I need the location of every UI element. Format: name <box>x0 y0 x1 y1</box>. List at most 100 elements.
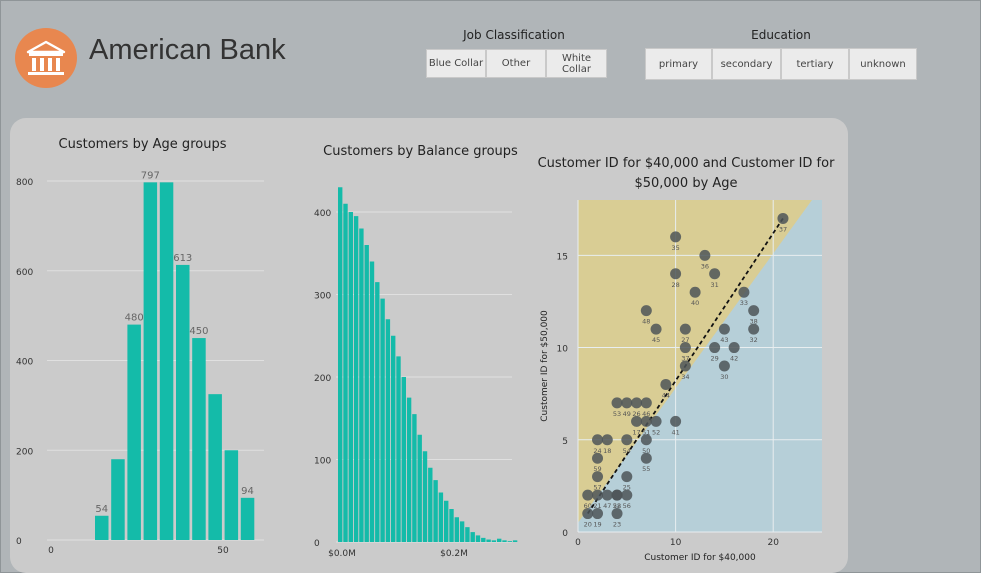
scatter-point <box>640 415 652 427</box>
balance-bar <box>454 517 459 542</box>
balance-chart-title: Customers by Balance groups <box>323 144 518 159</box>
scatter-point <box>601 489 613 501</box>
point-label: 32 <box>750 336 758 344</box>
point-label: 18 <box>603 447 611 455</box>
point-label: 41 <box>671 428 679 436</box>
scatter-chart-title: Customer ID for $40,000 and Customer ID … <box>537 156 835 191</box>
point-label: 40 <box>691 299 699 307</box>
point-label: 43 <box>720 336 728 344</box>
scatter-point <box>777 212 789 224</box>
y-tick-label: 5 <box>562 437 568 447</box>
point-label: 42 <box>730 355 738 363</box>
scatter-point <box>709 268 721 280</box>
point-label: 31 <box>710 281 718 289</box>
point-label: 48 <box>642 318 650 326</box>
balance-bar <box>459 521 465 542</box>
age-bar <box>159 182 174 540</box>
point-label: 44 <box>662 391 670 399</box>
job-option-blue-collar[interactable]: Blue Collar <box>426 49 486 78</box>
point-label: 56 <box>623 502 631 510</box>
balance-bar <box>401 377 406 542</box>
point-label: 37 <box>779 225 787 233</box>
point-label: 19 <box>593 521 601 529</box>
balance-bar <box>343 203 348 542</box>
scatter-point <box>592 434 604 446</box>
scatter-point <box>621 397 633 409</box>
bank-building-icon <box>15 28 77 88</box>
age-bar <box>127 324 141 540</box>
balance-bar <box>396 356 401 542</box>
scatter-point <box>640 434 652 446</box>
point-label: 52 <box>652 428 660 436</box>
point-label: 33 <box>740 299 748 307</box>
scatter-point <box>621 471 633 483</box>
education-option-secondary[interactable]: secondary <box>712 48 781 80</box>
point-label: 17 <box>632 428 640 436</box>
scatter-point <box>718 360 730 372</box>
scatter-point <box>738 286 750 298</box>
point-label: 26 <box>632 410 640 418</box>
bar-data-label: 54 <box>95 504 108 515</box>
point-label: 50 <box>642 447 650 455</box>
point-label: 35 <box>671 244 679 252</box>
scatter-point <box>592 489 604 501</box>
scatter-point <box>592 471 604 483</box>
point-label: 25 <box>623 484 631 492</box>
scatter-point <box>621 489 633 501</box>
age-bar <box>192 338 206 540</box>
job-option-other[interactable]: Other <box>486 49 546 78</box>
scatter-point <box>679 323 691 335</box>
x-tick-label: $0.2M <box>440 549 468 559</box>
age-bar <box>143 182 158 540</box>
y-tick-label: 200 <box>16 447 33 457</box>
education-option-tertiary[interactable]: tertiary <box>781 48 849 80</box>
balance-bar <box>359 228 364 542</box>
bar-data-label: 94 <box>241 486 254 497</box>
y-tick-label: 300 <box>314 292 331 302</box>
y-tick-label: 10 <box>557 345 569 355</box>
balance-bar <box>481 537 486 542</box>
balance-bar <box>470 532 475 542</box>
education-option-primary[interactable]: primary <box>645 48 712 80</box>
balance-bar <box>428 467 433 542</box>
point-label: 34 <box>681 373 689 381</box>
balance-bar <box>486 539 491 542</box>
point-label: 55 <box>642 465 650 473</box>
balance-bar <box>380 298 385 542</box>
age-bar <box>208 394 222 540</box>
bar-data-label: 797 <box>141 170 160 181</box>
balance-bar <box>391 335 396 542</box>
scatter-point <box>718 323 730 335</box>
balance-bar <box>449 509 454 542</box>
x-axis-title: Customer ID for $40,000 <box>644 553 756 563</box>
balance-bar <box>438 492 444 542</box>
scatter-point <box>640 397 652 409</box>
scatter-point <box>640 452 652 464</box>
point-label: 54 <box>623 447 631 455</box>
y-tick-label: 600 <box>16 268 33 278</box>
balance-bar <box>385 319 391 542</box>
point-label: 29 <box>710 355 718 363</box>
scatter-point <box>631 397 643 409</box>
balance-chart: 0 100 200 300 400 $0.0M $0.2M <box>314 187 518 559</box>
point-label: 57 <box>593 484 601 492</box>
bar-data-label: 480 <box>125 313 144 324</box>
y-tick-label: 800 <box>16 178 33 188</box>
age-bar <box>111 459 125 540</box>
scatter-point <box>582 508 594 520</box>
balance-bar <box>465 527 470 542</box>
point-label: 49 <box>623 410 631 418</box>
balance-bar <box>497 538 502 542</box>
scatter-point <box>611 508 623 520</box>
age-bar <box>240 497 255 540</box>
x-tick-label: 0 <box>48 546 54 556</box>
point-label: 60 <box>584 502 592 510</box>
point-label: 28 <box>671 281 679 289</box>
education-option-unknown[interactable]: unknown <box>849 48 917 80</box>
scatter-point <box>631 415 643 427</box>
y-tick-label: 15 <box>557 252 568 262</box>
age-bar <box>95 515 109 540</box>
point-label: 45 <box>652 336 660 344</box>
age-bar <box>224 450 239 540</box>
job-option-white-collar[interactable]: White Collar <box>546 49 607 78</box>
